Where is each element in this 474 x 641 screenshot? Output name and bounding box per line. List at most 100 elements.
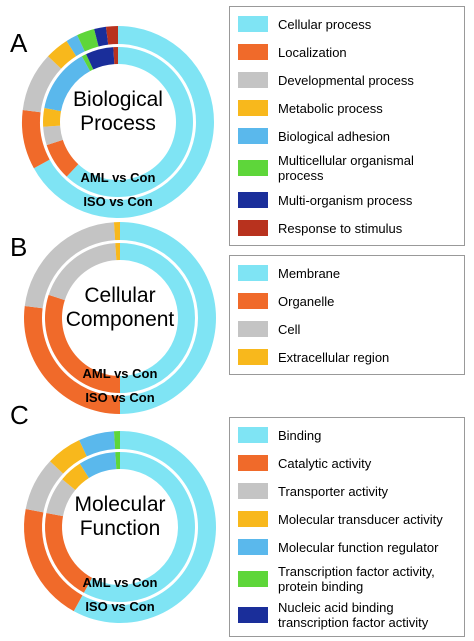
ring-label: ISO vs Con (83, 194, 153, 209)
legend-entry: Metabolic process (238, 97, 456, 119)
donut-segment (22, 56, 62, 113)
legend-entry: Nucleic acid binding transcription facto… (238, 600, 456, 630)
legend-label: Transcription factor activity, protein b… (278, 564, 435, 594)
legend-entry: Cellular process (238, 13, 456, 35)
ring-label: AML vs Con (82, 575, 158, 590)
legend-entry: Response to stimulus (238, 217, 456, 239)
legend-label: Binding (278, 427, 322, 443)
legend-swatch (238, 539, 268, 555)
panel-label: C (10, 400, 29, 430)
legend-label: Transporter activity (278, 483, 389, 499)
legend-swatch (238, 293, 268, 309)
donut-segment (73, 431, 216, 623)
legend-label: Membrane (278, 265, 341, 281)
legend-label: Localization (278, 44, 347, 60)
legend-label: Molecular function regulator (278, 539, 439, 555)
donut-segment (94, 26, 109, 47)
panel-label: A (10, 28, 28, 58)
donut-segment (115, 243, 120, 261)
legend: Cellular process Localization Developmenta… (229, 6, 465, 246)
donut-segment (113, 222, 120, 241)
donut-segment (48, 40, 77, 69)
legend-entry: Catalytic activity (238, 452, 456, 474)
legend-entry: Multi-organism process (238, 189, 456, 211)
ring-label: ISO vs Con (85, 599, 155, 614)
legend-label: Multicellular organismal process (278, 153, 414, 183)
donut-segment (24, 509, 83, 612)
donut-segment (113, 47, 118, 65)
donut-segment (77, 29, 99, 52)
donut-segment (25, 461, 64, 513)
donut-segment (43, 107, 62, 127)
legend-swatch (238, 100, 268, 116)
donut-segment (66, 47, 193, 197)
donut-segment (81, 54, 94, 72)
legend-label: Metabolic process (278, 100, 383, 116)
legend-swatch (238, 220, 268, 236)
legend-entry: Multicellular organismal process (238, 153, 456, 183)
ring-label: AML vs Con (80, 170, 156, 185)
legend: Binding Catalytic activity Transporter act… (229, 417, 465, 637)
legend-label: Catalytic activity (278, 455, 372, 471)
legend-entry: Developmental process (238, 69, 456, 91)
legend-label: Molecular transducer activity (278, 511, 443, 527)
donut-segment (83, 452, 195, 602)
legend-label: Biological adhesion (278, 128, 391, 144)
legend-entry: Transporter activity (238, 480, 456, 502)
legend-label: Cellular process (278, 16, 372, 32)
legend-entry: Localization (238, 41, 456, 63)
legend-entry: Molecular transducer activity (238, 508, 456, 530)
legend-entry: Cell (238, 318, 456, 340)
donut-segment (120, 222, 216, 414)
donut-segment (44, 294, 120, 393)
legend-entry: Biological adhesion (238, 125, 456, 147)
legend-entry: Extracellular region (238, 346, 456, 368)
donut-segment (44, 56, 91, 112)
legend-swatch (238, 265, 268, 281)
legend-entry: Molecular function regulator (238, 536, 456, 558)
legend: Membrane Organelle Cell Extracellular regio… (229, 255, 465, 375)
donut-segment (24, 305, 121, 414)
donut-segment (46, 139, 79, 177)
donut-segment (115, 452, 120, 470)
legend-swatch (238, 607, 268, 623)
center-title: Biological Process (73, 88, 163, 135)
donut-segment (105, 26, 118, 45)
legend-label: Multi-organism process (278, 192, 413, 208)
donut-segment (79, 431, 116, 457)
legend-entry: Membrane (238, 262, 456, 284)
legend-swatch (238, 455, 268, 471)
donut-segment (113, 431, 120, 450)
legend-swatch (238, 427, 268, 443)
donut-segment (50, 440, 87, 474)
donut-segment (48, 243, 117, 301)
legend-entry: Binding (238, 424, 456, 446)
legend-entry: Organelle (238, 290, 456, 312)
legend-swatch (238, 349, 268, 365)
donut-segment (79, 452, 117, 479)
donut-segment (22, 109, 50, 169)
donut-segment (44, 512, 93, 593)
center-title: Molecular Function (74, 493, 166, 540)
legend-swatch (238, 160, 268, 176)
legend-swatch (238, 16, 268, 32)
legend-entry: Transcription factor activity, protein b… (238, 564, 456, 594)
legend-swatch (238, 511, 268, 527)
donut-segment (43, 125, 63, 146)
legend-label: Organelle (278, 293, 335, 309)
donut-segment (46, 479, 76, 517)
legend-label: Response to stimulus (278, 220, 403, 236)
legend-swatch (238, 483, 268, 499)
legend-swatch (238, 321, 268, 337)
donut-segment (86, 47, 115, 70)
legend-swatch (238, 44, 268, 60)
ring-label: AML vs Con (82, 366, 158, 381)
donut-segment (120, 243, 195, 393)
donut-segment (62, 463, 89, 491)
legend-label: Extracellular region (278, 349, 390, 365)
donut-segment (24, 222, 116, 309)
legend-label: Developmental process (278, 72, 414, 88)
ring-label: ISO vs Con (85, 390, 155, 405)
